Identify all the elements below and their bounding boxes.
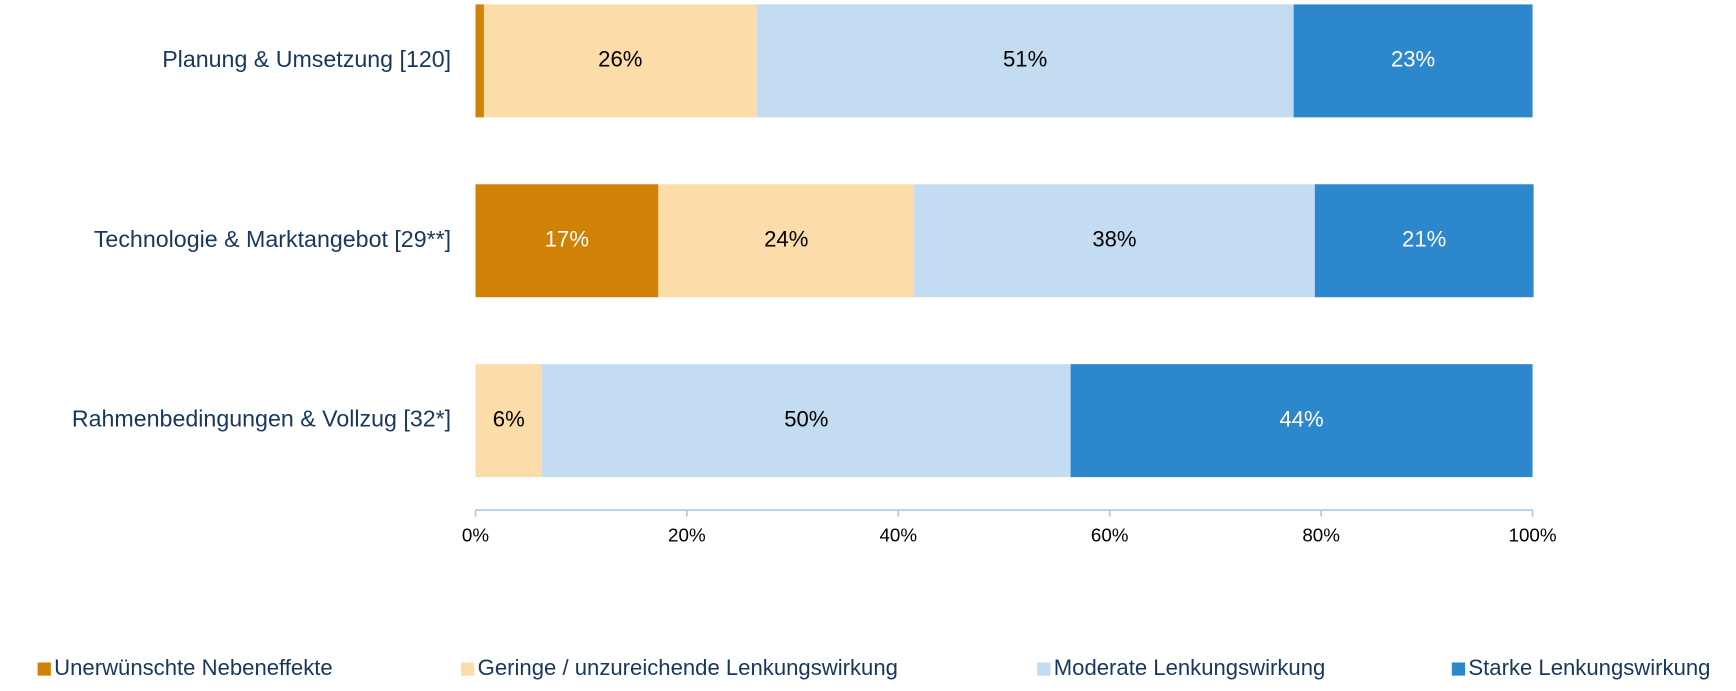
value-label: 50% bbox=[784, 407, 828, 432]
legend-swatch bbox=[1451, 662, 1466, 676]
value-label: 38% bbox=[1092, 227, 1136, 252]
x-tick-label: 60% bbox=[1091, 524, 1129, 545]
legend-swatch bbox=[37, 662, 51, 676]
value-label: 21% bbox=[1402, 227, 1446, 252]
category-label: Rahmenbedingungen & Vollzug [32*] bbox=[72, 406, 451, 432]
bar-segment bbox=[914, 184, 1315, 298]
bar-segment bbox=[1293, 4, 1533, 118]
legend-label: Unerwünschte Nebeneffekte bbox=[54, 655, 333, 680]
legend-label: Geringe / unzureichende Lenkungswirkung bbox=[478, 655, 898, 680]
value-label: 6% bbox=[493, 407, 525, 432]
value-label: 51% bbox=[1003, 47, 1047, 72]
bar-segment bbox=[542, 364, 1071, 478]
bar-segment bbox=[1314, 184, 1534, 298]
bar-segment bbox=[1070, 364, 1533, 478]
bar-segment bbox=[475, 4, 484, 118]
bar-segment bbox=[756, 4, 1294, 118]
value-label: 23% bbox=[1391, 47, 1435, 72]
value-label: 26% bbox=[598, 47, 642, 72]
legend-swatch bbox=[461, 662, 475, 676]
category-label: Planung & Umsetzung [120] bbox=[162, 46, 451, 72]
x-tick-label: 0% bbox=[462, 524, 489, 545]
value-label: 44% bbox=[1279, 407, 1323, 432]
bar-segment bbox=[475, 184, 659, 298]
value-label: 24% bbox=[764, 227, 808, 252]
x-tick-label: 20% bbox=[668, 524, 706, 545]
bar-segment bbox=[475, 364, 543, 478]
legend-label: Starke Lenkungswirkung bbox=[1468, 655, 1710, 680]
legend-swatch bbox=[1037, 662, 1051, 676]
x-tick-label: 40% bbox=[879, 524, 917, 545]
value-label: 17% bbox=[545, 227, 589, 252]
x-tick-label: 100% bbox=[1509, 524, 1557, 545]
legend-label: Moderate Lenkungswirkung bbox=[1054, 655, 1326, 680]
bar-segment bbox=[658, 184, 915, 298]
category-label: Technologie & Marktangebot [29**] bbox=[94, 226, 451, 252]
x-tick-label: 80% bbox=[1302, 524, 1340, 545]
bar-segment bbox=[483, 4, 757, 118]
